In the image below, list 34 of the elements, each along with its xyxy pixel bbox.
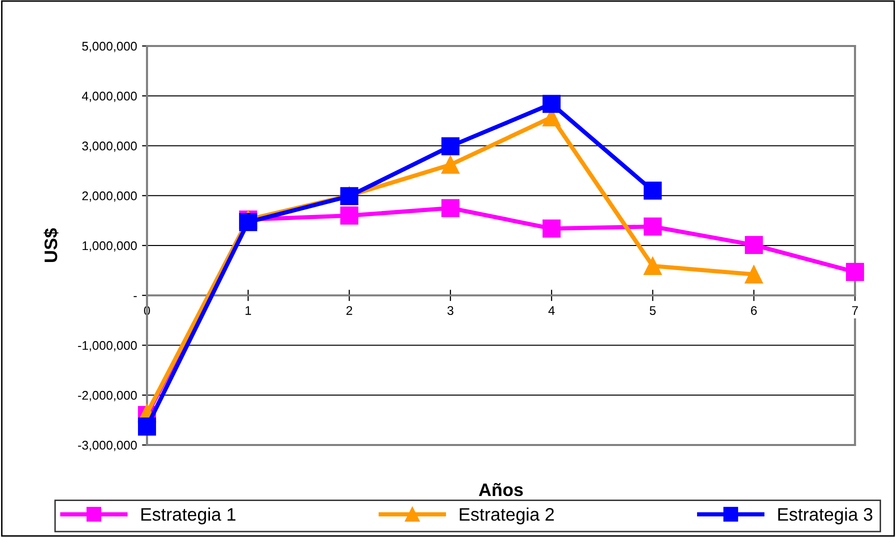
y-tick-label: 5,000,000 xyxy=(82,42,137,52)
x-tick-label: 4 xyxy=(548,306,555,315)
point xyxy=(441,137,460,156)
point xyxy=(542,94,561,113)
x-tick-label: 1 xyxy=(246,306,252,315)
y-tick-label: - xyxy=(134,296,137,298)
y-tick-label: -1,000,000 xyxy=(78,341,137,352)
point xyxy=(542,220,561,238)
point xyxy=(744,236,763,254)
y-tick-label: -2,000,000 xyxy=(78,390,137,402)
point xyxy=(441,156,460,174)
legend-label: Estrategia 2 xyxy=(460,508,554,524)
point xyxy=(441,199,460,218)
point xyxy=(644,256,662,275)
x-tick-label: 3 xyxy=(447,306,454,315)
legend-label: Estrategia 3 xyxy=(778,508,872,524)
x-axis-title: Años xyxy=(478,482,523,496)
x-tick-label: 2 xyxy=(346,306,352,315)
y-axis-title: US$ xyxy=(44,228,58,262)
point xyxy=(138,418,156,436)
legend-label: Estrategia 1 xyxy=(141,508,236,524)
point xyxy=(744,265,763,284)
point xyxy=(644,218,662,236)
y-tick-label: 1,000,000 xyxy=(82,241,137,252)
y-tick-label: -3,000,000 xyxy=(78,440,137,452)
point xyxy=(340,206,358,225)
y-tick-label: 3,000,000 xyxy=(82,142,137,152)
point xyxy=(846,262,864,281)
x-tick-label: 5 xyxy=(650,306,656,315)
x-tick-label: 6 xyxy=(751,306,757,315)
y-tick-label: 2,000,000 xyxy=(82,191,137,202)
point xyxy=(644,182,662,200)
y-tick-label: 4,000,000 xyxy=(82,92,137,102)
x-tick-label: 7 xyxy=(852,306,858,315)
